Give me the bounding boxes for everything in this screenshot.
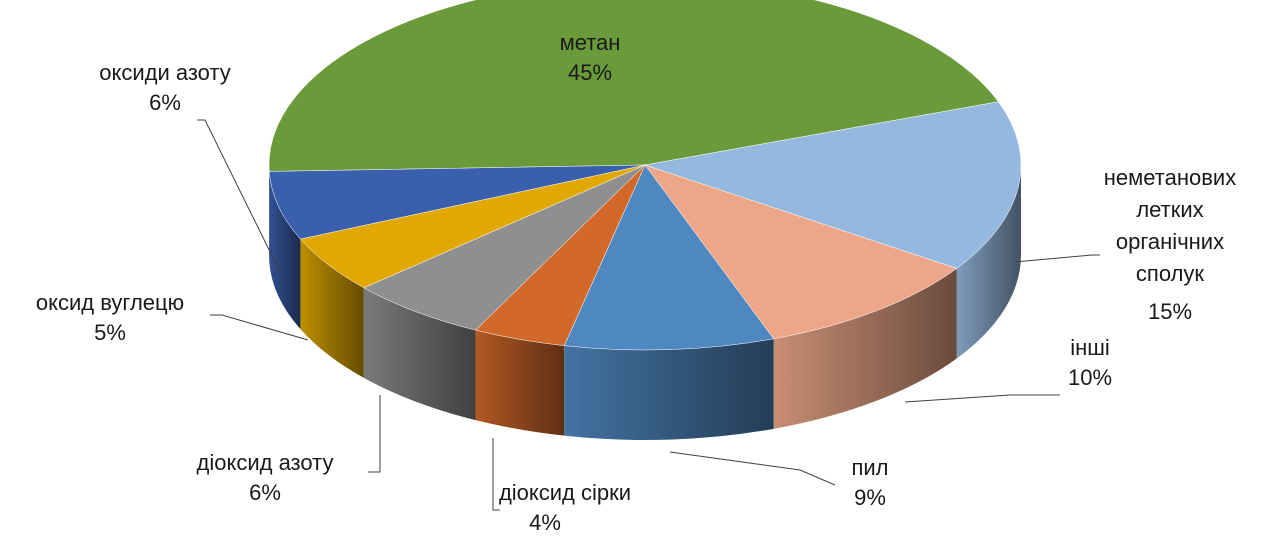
value-label: 4% <box>529 510 561 535</box>
leader-line <box>492 438 500 511</box>
leader-line <box>368 395 381 473</box>
slice-side <box>269 171 301 330</box>
leader-line <box>904 394 1060 403</box>
slice-label: оксид вуглецю <box>36 290 184 315</box>
slice-side <box>300 239 364 378</box>
value-label: 10% <box>1068 365 1112 390</box>
slice-side <box>363 287 476 421</box>
slice <box>563 164 775 351</box>
leader-line <box>1014 254 1100 263</box>
slice-side <box>564 338 774 440</box>
slice <box>268 164 646 240</box>
slice-label: метан <box>560 30 621 55</box>
slice-side <box>956 165 1021 359</box>
slice-label: інші <box>1070 335 1110 360</box>
value-label: 6% <box>149 90 181 115</box>
slice <box>644 101 1022 269</box>
value-label: 6% <box>249 480 281 505</box>
slice-side <box>773 268 957 429</box>
slice <box>268 0 999 172</box>
slice <box>644 164 958 340</box>
leader-line <box>197 119 281 273</box>
slice <box>363 164 646 331</box>
slice-label: оксиди азоту <box>99 60 231 85</box>
slice-side <box>475 330 565 436</box>
slice-label: діоксид сірки <box>499 480 631 505</box>
leader-line <box>210 314 309 341</box>
slice-label: діоксид азоту <box>197 450 334 475</box>
leader-line <box>669 451 836 486</box>
value-label: 5% <box>94 320 126 345</box>
value-label: 15% <box>1148 299 1192 324</box>
value-label: 45% <box>568 60 612 85</box>
slice-label: пил <box>851 455 888 480</box>
value-label: 9% <box>854 485 886 510</box>
slice-label: неметанових летких органічних сполук <box>1104 165 1236 286</box>
